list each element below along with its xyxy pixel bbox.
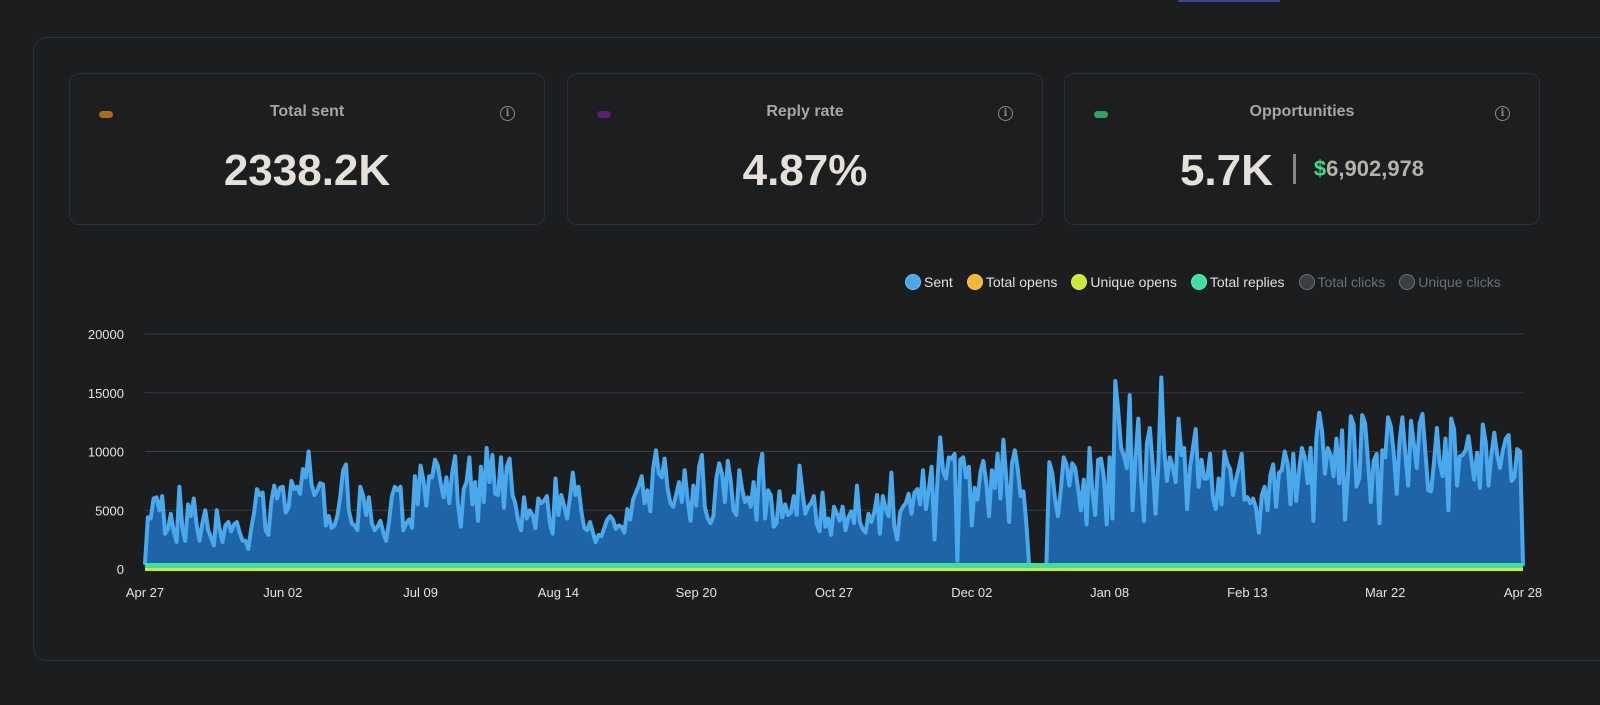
legend-item-total-replies[interactable]: Total replies xyxy=(1190,274,1285,290)
legend-dot xyxy=(1399,274,1416,290)
opportunities-title: Opportunities xyxy=(1249,103,1355,120)
x-tick-label: Sep 20 xyxy=(676,585,717,600)
legend-dot xyxy=(1298,274,1315,290)
total-sent-title: Total sent xyxy=(269,103,345,120)
x-tick-label: Apr 28 xyxy=(1504,585,1542,600)
x-tick-label: Jun 02 xyxy=(263,585,302,600)
reply-rate-title: Reply rate xyxy=(766,103,844,120)
info-icon[interactable]: i xyxy=(1495,106,1510,121)
legend-label: Unique clicks xyxy=(1418,274,1501,290)
x-tick-label: Jan 08 xyxy=(1090,585,1129,600)
top-tab-indicator xyxy=(1178,0,1280,2)
x-tick-label: Aug 14 xyxy=(538,585,579,600)
legend-item-unique-opens[interactable]: Unique opens xyxy=(1071,274,1177,290)
y-tick-label: 10000 xyxy=(88,445,124,460)
legend-item-total-opens[interactable]: Total opens xyxy=(966,274,1058,290)
opportunities-swatch xyxy=(1094,111,1108,118)
opportunities-count: 5.7K xyxy=(1179,146,1273,195)
legend-label: Total opens xyxy=(985,274,1058,290)
reply-rate-swatch xyxy=(597,111,611,118)
opportunities-card: Opportunities i 5.7K $6,902,978 xyxy=(1064,73,1540,225)
dollar-sign: $ xyxy=(1313,156,1327,182)
x-tick-label: Jul 09 xyxy=(403,585,438,600)
legend-label: Sent xyxy=(924,274,953,290)
y-tick-label: 20000 xyxy=(88,327,124,342)
total-sent-swatch xyxy=(99,111,113,118)
opportunities-amount-value: 6,902,978 xyxy=(1326,156,1425,182)
total-sent-value: 2338.2K xyxy=(223,146,391,195)
legend-item-sent[interactable]: Sent xyxy=(905,274,953,290)
opportunities-amount: $6,902,978 xyxy=(1314,156,1424,181)
legend-dot xyxy=(1190,274,1207,290)
total-sent-card: Total sent i 2338.2K xyxy=(69,73,545,225)
y-tick-label: 5000 xyxy=(95,503,124,518)
reply-rate-value: 4.87% xyxy=(742,146,868,195)
value-divider xyxy=(1292,154,1296,185)
reply-rate-card: Reply rate i 4.87% xyxy=(567,73,1043,225)
legend-dot xyxy=(905,274,921,290)
sent-line xyxy=(143,375,1525,569)
legend-item-total-clicks[interactable]: Total clicks xyxy=(1298,274,1386,290)
x-tick-label: Oct 27 xyxy=(815,585,853,600)
chart-legend: Sent Total opens Unique opens Total replies… xyxy=(905,274,1515,290)
y-tick-label: 15000 xyxy=(88,386,124,401)
x-tick-label: Dec 02 xyxy=(951,585,992,600)
legend-item-unique-clicks[interactable]: Unique clicks xyxy=(1399,274,1501,290)
legend-dot xyxy=(1071,274,1088,290)
x-tick-label: Apr 27 xyxy=(126,585,164,600)
info-icon[interactable]: i xyxy=(500,106,515,121)
x-tick-label: Feb 13 xyxy=(1227,585,1267,600)
legend-label: Total clicks xyxy=(1317,274,1386,290)
opportunities-value-row: 5.7K $6,902,978 xyxy=(1065,146,1539,196)
legend-label: Unique opens xyxy=(1090,274,1177,290)
y-tick-label: 0 xyxy=(117,562,124,577)
info-icon[interactable]: i xyxy=(998,106,1013,121)
legend-label: Total replies xyxy=(1209,274,1285,290)
legend-dot xyxy=(966,274,983,290)
x-tick-label: Mar 22 xyxy=(1365,585,1405,600)
